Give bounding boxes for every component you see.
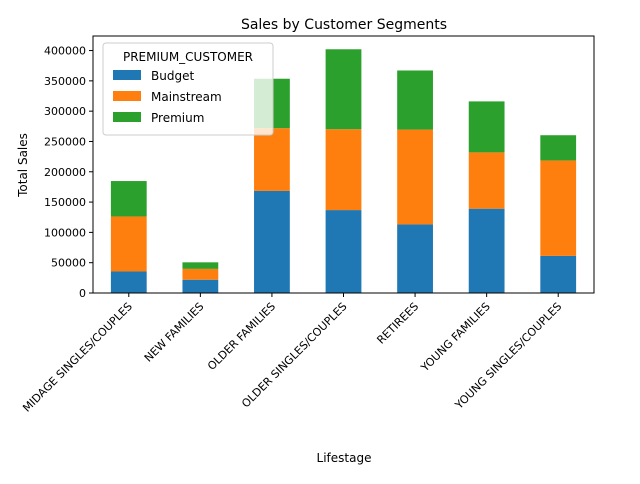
y-tick-label-7: 350000 [44, 75, 86, 88]
bar-mainstream-4 [397, 129, 433, 225]
bar-budget-2 [254, 190, 290, 293]
y-tick-label-2: 100000 [44, 226, 86, 239]
bar-budget-0 [110, 271, 147, 293]
bar-budget-4 [397, 224, 433, 293]
x-axis-label: Lifestage [317, 451, 372, 465]
bar-budget-6 [540, 255, 577, 293]
y-tick-label-3: 150000 [44, 196, 86, 209]
legend-swatch-budget [113, 70, 141, 80]
bar-premium-3 [325, 49, 362, 130]
legend-label-premium: Premium [151, 111, 204, 125]
y-tick-label-0: 0 [79, 287, 86, 300]
plot-frame [92, 35, 595, 294]
legend: PREMIUM_CUSTOMER Budget Mainstream Premium [102, 42, 274, 136]
bar-premium-6 [540, 135, 577, 161]
y-tick-label-6: 300000 [44, 105, 86, 118]
y-tick-label-8: 400000 [44, 45, 86, 58]
legend-label-mainstream: Mainstream [151, 90, 222, 104]
legend-box [102, 42, 274, 136]
legend-title: PREMIUM_CUSTOMER [123, 50, 253, 64]
bars-layer [110, 49, 577, 293]
bar-budget-5 [468, 208, 505, 293]
bar-premium-5 [468, 101, 505, 153]
bar-mainstream-1 [182, 268, 219, 280]
bar-premium-1 [182, 262, 219, 269]
legend-swatch-mainstream [113, 91, 141, 101]
y-tick-label-1: 50000 [51, 257, 86, 270]
y-tick-label-5: 250000 [44, 135, 86, 148]
y-axis-label: Total Sales [16, 133, 30, 198]
y-tick-label-4: 200000 [44, 166, 86, 179]
legend-swatch-premium [113, 112, 141, 122]
bar-mainstream-2 [254, 128, 290, 191]
bar-mainstream-6 [540, 160, 577, 256]
bar-budget-1 [182, 279, 219, 293]
legend-label-budget: Budget [151, 69, 194, 83]
bar-budget-3 [325, 210, 362, 293]
bar-premium-4 [397, 70, 433, 130]
bar-mainstream-3 [325, 129, 362, 211]
bar-mainstream-0 [110, 216, 147, 272]
bar-premium-0 [110, 181, 147, 217]
chart-title: Sales by Customer Segments [241, 17, 447, 33]
legend-items: Budget Mainstream Premium [113, 69, 222, 125]
bar-mainstream-5 [468, 152, 505, 209]
